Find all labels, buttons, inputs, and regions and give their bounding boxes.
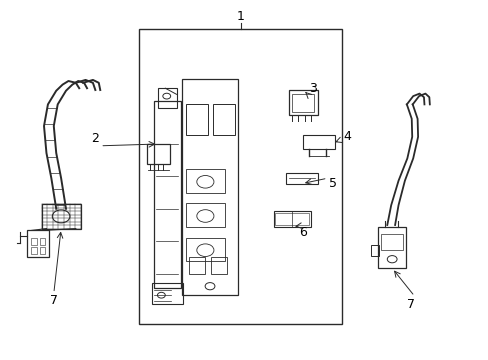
Bar	[303, 135, 334, 149]
Bar	[185, 203, 224, 227]
Bar	[285, 173, 317, 184]
Text: 7: 7	[50, 294, 58, 307]
Bar	[154, 101, 181, 288]
Text: 5: 5	[328, 177, 336, 190]
Bar	[41, 204, 81, 229]
Bar	[158, 88, 176, 108]
Text: 7: 7	[406, 298, 414, 311]
Bar	[292, 94, 313, 112]
Bar	[380, 234, 403, 250]
Bar	[189, 257, 204, 274]
Bar	[288, 90, 317, 115]
Text: 1: 1	[237, 10, 244, 23]
Text: 6: 6	[299, 226, 306, 239]
Text: 2: 2	[91, 132, 99, 145]
Bar	[211, 257, 226, 274]
Bar	[182, 79, 238, 295]
Bar	[40, 238, 45, 245]
Bar	[27, 230, 49, 257]
Bar	[377, 227, 406, 268]
Bar	[185, 169, 224, 193]
Text: 4: 4	[343, 130, 350, 143]
Bar	[370, 245, 379, 256]
Bar	[185, 238, 224, 261]
Text: 3: 3	[308, 82, 316, 95]
Bar	[273, 211, 310, 227]
Bar	[31, 238, 37, 245]
Bar	[151, 283, 183, 304]
Bar	[275, 213, 308, 225]
Bar	[146, 144, 170, 164]
Bar	[185, 104, 207, 135]
Bar	[212, 104, 234, 135]
Bar	[31, 247, 37, 254]
Bar	[139, 29, 342, 324]
Bar	[40, 247, 45, 254]
